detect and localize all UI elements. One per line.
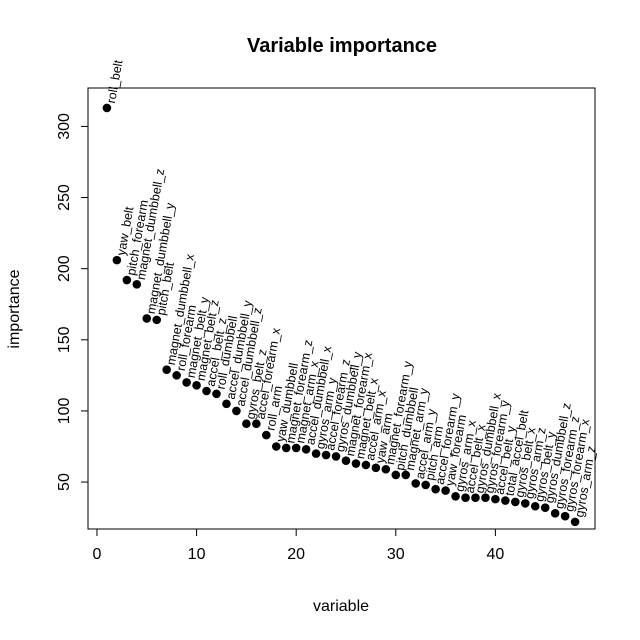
x-tick-label: 0 (93, 546, 102, 563)
data-point (550, 509, 560, 518)
data-point (441, 486, 450, 495)
data-points (102, 103, 580, 527)
x-axis: 0 10 20 30 40 (93, 528, 504, 563)
data-point (162, 365, 171, 374)
data-point (371, 463, 381, 473)
x-tick-label: 40 (486, 546, 504, 563)
x-tick-label: 10 (188, 546, 206, 563)
data-point (212, 389, 221, 399)
data-point (401, 470, 411, 480)
x-axis-title: variable (313, 598, 369, 615)
data-point (361, 460, 371, 470)
data-point (321, 450, 331, 460)
data-point (172, 371, 181, 380)
data-point (331, 452, 341, 461)
data-point (142, 314, 152, 323)
y-tick-label: 50 (56, 473, 73, 491)
data-point (252, 419, 261, 429)
y-tick-label: 300 (56, 113, 73, 140)
data-point (242, 419, 251, 429)
data-point (222, 399, 231, 409)
data-point (461, 493, 470, 503)
y-tick-label: 150 (56, 326, 73, 353)
data-point (481, 493, 490, 503)
chart-title: Variable importance (247, 35, 437, 57)
data-point (570, 517, 580, 527)
data-point (511, 497, 520, 507)
data-point (182, 378, 191, 387)
data-point (261, 430, 271, 440)
data-point (560, 511, 570, 521)
data-point (540, 503, 550, 512)
data-point (271, 442, 281, 451)
data-point (281, 443, 291, 453)
y-tick-label: 100 (56, 397, 73, 424)
data-point (311, 449, 321, 458)
data-point (421, 480, 430, 490)
y-tick-label: 200 (56, 255, 73, 282)
y-tick-label: 250 (56, 184, 73, 211)
data-point (520, 499, 530, 508)
x-tick-label: 30 (387, 546, 405, 563)
data-point (451, 491, 460, 501)
data-point (351, 459, 361, 468)
data-point (232, 406, 241, 416)
data-point (202, 386, 211, 396)
y-axis: 50 100 150 200 250 300 (56, 113, 89, 491)
data-point (471, 493, 480, 503)
data-point (411, 479, 421, 488)
data-point (530, 501, 540, 511)
data-point (152, 315, 162, 325)
data-point (431, 484, 440, 494)
data-point (501, 496, 510, 505)
data-point (291, 443, 301, 453)
y-axis-title: importance (6, 269, 23, 348)
data-point (301, 445, 311, 454)
data-point (381, 464, 391, 474)
data-point (102, 103, 112, 113)
x-tick-label: 20 (287, 546, 305, 563)
data-point (122, 275, 132, 285)
data-point (192, 381, 201, 390)
data-point (132, 280, 142, 289)
data-point (491, 494, 500, 504)
point-labels: roll_beltyaw_beltpitch_forearmmagnet_dum… (104, 58, 598, 518)
point-label: roll_belt (104, 58, 125, 104)
data-point (341, 456, 351, 466)
data-point (391, 470, 401, 480)
data-point (112, 255, 122, 265)
